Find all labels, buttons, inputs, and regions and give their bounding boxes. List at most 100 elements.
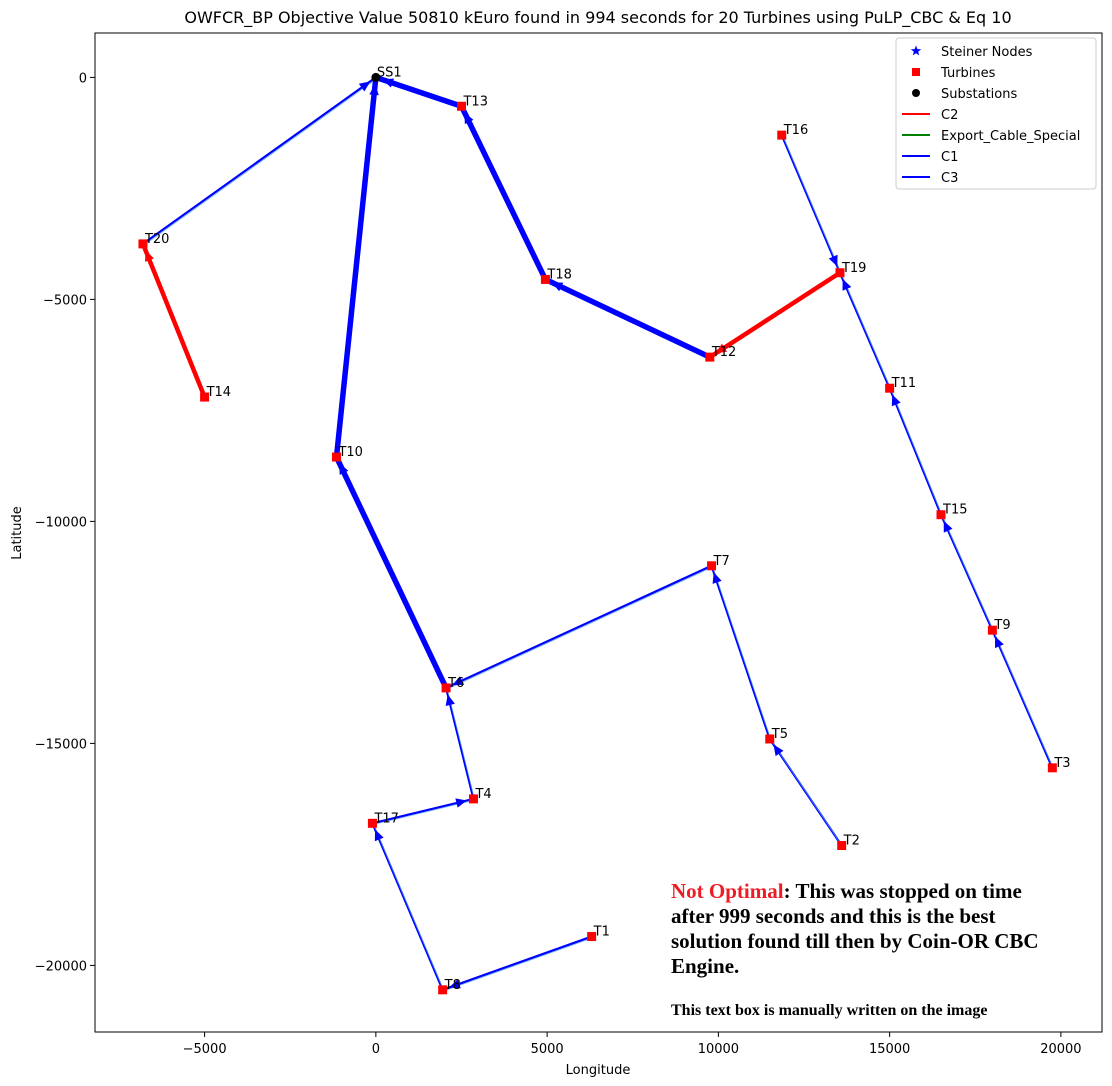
- cable-arrow-t19: [715, 343, 728, 354]
- cable-highlight-19: [443, 937, 593, 992]
- y-axis-label: Latitude: [10, 506, 25, 560]
- cable-arrow-t18: [464, 112, 474, 125]
- turbine-marker-t2: [837, 841, 847, 851]
- cable-arrow-t6: [339, 463, 349, 475]
- turbine-marker-t12: [705, 352, 715, 362]
- turbine-marker-t18: [540, 274, 550, 284]
- y-tick-label: 0: [79, 71, 87, 86]
- turbine-label-t8: T8: [444, 978, 461, 993]
- x-tick-label: 0: [372, 1042, 380, 1057]
- x-axis-label: Longitude: [566, 1063, 631, 1078]
- annotation-highlight: Not Optimal: [671, 879, 784, 903]
- annotation-line-4: Engine.: [671, 954, 739, 978]
- cable-highlight-0: [143, 78, 378, 246]
- turbine-marker-t10: [331, 452, 341, 462]
- cable-arrow-t20: [358, 81, 371, 92]
- turbine-label-t20: T20: [144, 232, 169, 247]
- turbine-marker-t13: [456, 101, 466, 111]
- turbine-label-t1: T1: [593, 925, 610, 940]
- turbine-label-t10: T10: [337, 445, 362, 460]
- cable-t11-t19: [838, 271, 891, 390]
- legend-label-c3: C3: [941, 171, 958, 186]
- annotation-footnote: This text box is manually written on the…: [671, 1002, 987, 1019]
- chart-title: OWFCR_BP Objective Value 50810 kEuro fou…: [184, 8, 1011, 28]
- cable-highlight-16: [446, 689, 476, 801]
- x-tick-label: 20000: [1040, 1042, 1081, 1057]
- legend-label-steiner-nodes: Steiner Nodes: [941, 45, 1033, 60]
- legend-swatch-square: [912, 68, 920, 76]
- cable-arrow-t1: [449, 979, 461, 989]
- cable-t18-t13: [458, 103, 549, 283]
- cable-layer: [140, 74, 1054, 992]
- cable-arrow-t11: [842, 278, 852, 291]
- cable-arrow-t3: [995, 636, 1004, 649]
- turbine-marker-t16: [777, 130, 787, 140]
- annotation-line-1-rest: : This was stopped on time: [784, 879, 1022, 903]
- cable-arrow-t10: [369, 84, 379, 96]
- turbine-marker-t8: [438, 985, 448, 995]
- cable-highlight-18: [373, 824, 445, 992]
- legend-swatch-circle: [912, 89, 920, 97]
- cable-arrow-t2: [773, 744, 784, 757]
- cable-highlight-10: [993, 631, 1054, 770]
- y-axis: 0 −5000 −10000 −15000 −20000: [35, 71, 95, 974]
- plot-frame: [94, 32, 1103, 1033]
- y-tick-label: −15000: [35, 737, 87, 752]
- cable-arrow-t14: [145, 250, 154, 262]
- cable-highlight-14: [712, 566, 772, 741]
- turbine-marker-t20: [138, 239, 148, 249]
- cable-t15-t11: [888, 387, 943, 516]
- turbine-marker-t4: [468, 794, 478, 804]
- turbine-label-t2: T2: [843, 834, 860, 849]
- marker-layer: [138, 72, 1057, 995]
- turbine-label-t14: T14: [206, 385, 231, 400]
- legend-label-c1: C1: [941, 150, 958, 165]
- turbine-marker-t1: [587, 932, 597, 942]
- turbine-marker-t17: [367, 818, 377, 828]
- legend-swatch-star: [910, 45, 922, 56]
- cable-arrow-t4: [445, 694, 455, 707]
- cable-arrow-t17: [455, 798, 467, 808]
- x-tick-label: 15000: [869, 1042, 910, 1057]
- cable-arrow-t7: [452, 676, 464, 686]
- cable-t6-t10: [333, 454, 449, 691]
- turbine-label-t18: T18: [546, 267, 571, 282]
- legend-label-export-cable-special: Export_Cable_Special: [941, 129, 1080, 144]
- turbine-marker-t19: [835, 268, 845, 278]
- turbine-marker-t7: [707, 561, 717, 571]
- cable-t19-t12: [707, 270, 843, 360]
- cable-arrow-t13: [382, 78, 394, 88]
- turbine-label-t12: T12: [711, 345, 736, 360]
- turbine-label-t3: T3: [1053, 756, 1070, 771]
- y-tick-label: −20000: [35, 959, 87, 974]
- x-tick-label: 5000: [531, 1042, 564, 1057]
- turbine-marker-t5: [765, 734, 775, 744]
- turbine-marker-t15: [936, 510, 946, 520]
- cable-arrow-t16: [828, 254, 838, 267]
- cable-t8-t17: [371, 822, 444, 991]
- turbine-label-t15: T15: [942, 503, 967, 518]
- cable-t1-t8: [441, 935, 593, 991]
- x-tick-label: −5000: [183, 1042, 227, 1057]
- turbine-label-t5: T5: [771, 727, 788, 742]
- cable-highlight-15: [770, 739, 844, 847]
- turbine-label-t19: T19: [841, 261, 866, 276]
- cable-arrow-t9: [943, 520, 953, 533]
- cable-arrow-t12: [551, 282, 564, 292]
- annotation-box: Not Optimal: This was stopped on time af…: [671, 879, 1039, 1019]
- label-layer: T1 T2 T3 T4 T5 T6 T7 T8 T9 T10 T11 T12 T13 T14 T15 T16 T…: [144, 65, 1071, 992]
- turbine-label-t11: T11: [891, 376, 916, 391]
- annotation-line-2: after 999 seconds and this is the best: [671, 904, 996, 928]
- turbine-marker-t14: [200, 392, 210, 402]
- turbine-marker-t9: [987, 625, 997, 635]
- annotation-line-1: Not Optimal: This was stopped on time: [671, 879, 1022, 903]
- y-tick-label: −5000: [43, 293, 87, 308]
- x-tick-label: 10000: [698, 1042, 739, 1057]
- cable-t4-t6: [444, 686, 475, 801]
- substation-label-ss1: SS1: [377, 65, 402, 80]
- turbine-label-t9: T9: [993, 618, 1010, 633]
- cable-arrow-t8: [374, 829, 384, 842]
- substation-marker-ss1: [371, 72, 381, 82]
- cable-highlight-9: [941, 515, 994, 632]
- legend-label-substations: Substations: [941, 87, 1017, 102]
